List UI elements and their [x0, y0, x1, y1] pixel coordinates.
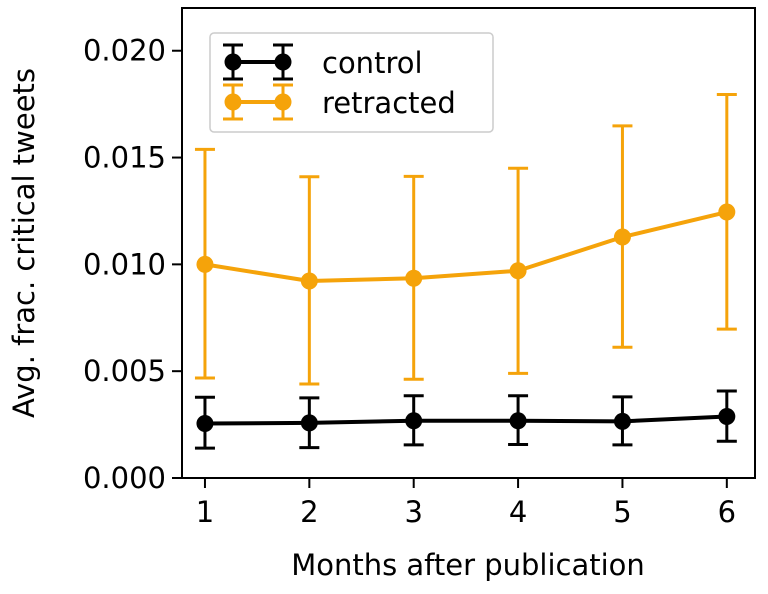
- data-point-control: [300, 414, 318, 432]
- data-point-control: [509, 412, 527, 430]
- plot-frame: [181, 7, 756, 479]
- y-tick-label: 0.000: [83, 461, 166, 495]
- legend-swatch-marker: [224, 93, 242, 111]
- data-point-control: [405, 412, 423, 430]
- legend-entry-control: control: [223, 43, 423, 81]
- data-point-retracted: [718, 203, 736, 221]
- series-control: [194, 389, 737, 450]
- y-tick-label: 0.010: [83, 247, 166, 281]
- series-retracted: [194, 93, 737, 386]
- y-axis-ticks: 0.000 0.005 0.010 0.015 0.020: [83, 34, 182, 495]
- data-point-control: [196, 415, 214, 433]
- y-tick-label: 0.020: [83, 34, 166, 68]
- legend-label-control: control: [322, 46, 423, 80]
- x-tick-label: 4: [509, 495, 527, 529]
- x-axis-label: Months after publication: [291, 548, 645, 582]
- y-axis-label: Avg. frac. critical tweets: [7, 68, 41, 418]
- x-axis-ticks: 1 2 3 4 5 6: [196, 478, 736, 529]
- data-point-control: [718, 407, 736, 425]
- x-tick-label: 1: [196, 495, 214, 529]
- x-tick-label: 3: [404, 495, 422, 529]
- series-layer: [194, 93, 737, 450]
- legend-swatch-retracted: [223, 83, 293, 121]
- series-line-retracted: [204, 210, 728, 284]
- x-tick-label: 2: [300, 495, 318, 529]
- legend-entry-retracted: retracted: [223, 83, 456, 121]
- legend-swatch-marker: [224, 53, 242, 71]
- data-point-control: [613, 412, 631, 430]
- legend-swatch-marker: [274, 53, 292, 71]
- data-point-retracted: [300, 272, 318, 290]
- legend-swatch-marker: [274, 93, 292, 111]
- legend-swatch-control: [223, 43, 293, 81]
- legend-label-retracted: retracted: [322, 86, 456, 120]
- y-tick-label: 0.015: [83, 141, 166, 175]
- x-tick-label: 5: [613, 495, 631, 529]
- data-point-retracted: [613, 228, 631, 246]
- data-point-retracted: [196, 255, 214, 273]
- series-line-control: [204, 414, 727, 426]
- data-point-retracted: [509, 262, 527, 280]
- y-tick-label: 0.005: [83, 354, 166, 388]
- data-point-retracted: [405, 269, 423, 287]
- x-tick-label: 6: [718, 495, 736, 529]
- legend: control retracted: [209, 32, 494, 133]
